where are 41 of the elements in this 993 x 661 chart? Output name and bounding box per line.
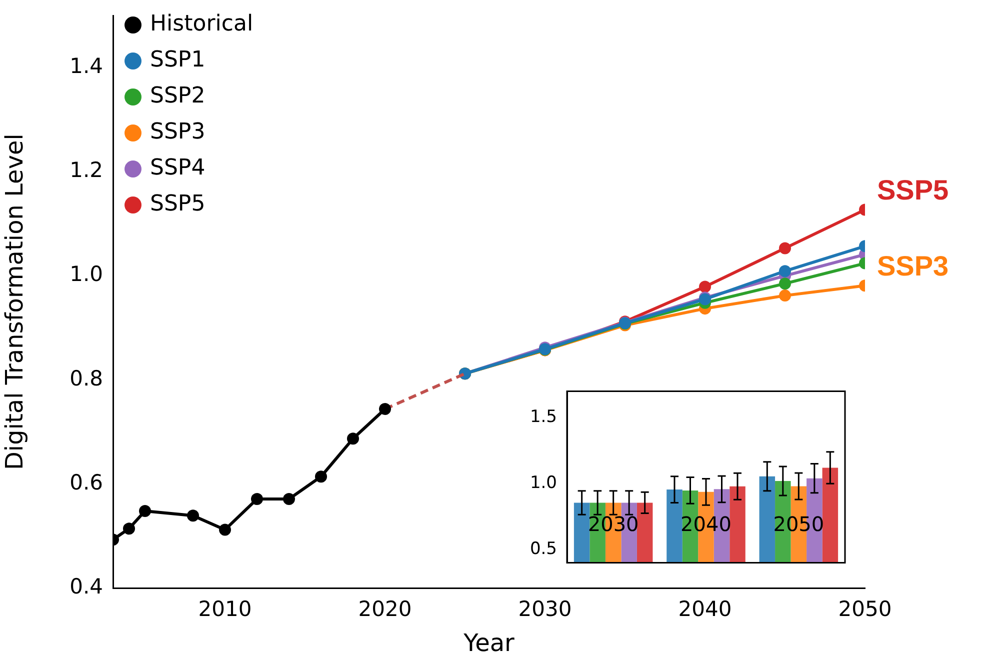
point	[779, 242, 791, 254]
x-tick-label: 2050	[838, 597, 892, 622]
point	[251, 493, 263, 506]
y-tick-label: 0.8	[70, 366, 103, 390]
legend-label: Historical	[150, 12, 254, 37]
y-tick-label: 1.2	[70, 158, 103, 182]
x-axis-title: Year	[462, 628, 515, 657]
legend-label: SSP2	[150, 84, 206, 109]
x-tick-label: 2050	[773, 512, 824, 536]
legend-label: SSP5	[150, 192, 206, 217]
legend-label: SSP4	[150, 156, 206, 181]
point	[139, 504, 151, 517]
point	[779, 278, 791, 290]
point	[779, 290, 791, 302]
annotation: SSP5	[877, 174, 949, 206]
annotation: SSP3	[877, 250, 949, 282]
point	[123, 522, 135, 535]
x-tick-label: 2030	[588, 512, 639, 536]
y-tick-label: 1.4	[70, 54, 103, 78]
x-tick-label: 2040	[680, 512, 732, 536]
y-tick-label: 1.0	[530, 473, 557, 494]
y-tick-label: 0.6	[70, 470, 103, 494]
point	[187, 510, 199, 522]
point	[283, 493, 295, 506]
y-axis-title: Digital Transformation Level	[0, 134, 29, 470]
legend-label: SSP1	[150, 48, 206, 73]
y-tick-label: 1.0	[70, 262, 103, 286]
point	[779, 265, 791, 278]
point	[315, 470, 327, 483]
y-tick-label: 0.4	[70, 574, 103, 598]
x-tick-label: 2040	[678, 597, 732, 622]
point	[219, 524, 231, 536]
point	[699, 280, 711, 293]
y-tick-label: 1.5	[530, 407, 557, 428]
point	[379, 402, 391, 415]
legend-label: SSP3	[150, 120, 206, 145]
y-tick-label: 0.5	[530, 539, 557, 560]
point	[347, 432, 359, 445]
x-tick-label: 2010	[198, 597, 252, 622]
x-tick-label: 2020	[358, 597, 412, 622]
x-tick-label: 2030	[518, 597, 572, 622]
